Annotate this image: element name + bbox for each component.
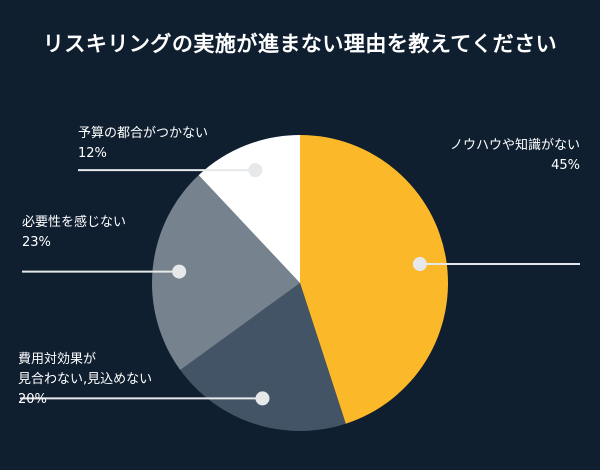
- slice-label-cost-effect: 費用対効果が 見合わない,見込めない 20%: [18, 350, 152, 410]
- chart-title: リスキリングの実施が進まない理由を教えてください: [42, 32, 558, 56]
- slice-name-necessity: 必要性を感じない: [22, 215, 127, 230]
- slice-label-necessity: 必要性を感じない 23%: [22, 213, 126, 253]
- pie-slice-know-how: [300, 135, 449, 424]
- slice-value-necessity: 23%: [22, 235, 51, 250]
- pie-slice-cost-effect: [180, 283, 346, 431]
- slice-name-cost-effect-line1: 費用対効果が: [18, 352, 97, 367]
- slice-value-know-how: 45%: [551, 158, 580, 173]
- leader-dot-know-how: [412, 257, 427, 272]
- slice-value-budget: 12%: [78, 146, 107, 161]
- slice-label-budget: 予算の都合がつかない 12%: [78, 124, 208, 164]
- leader-dot-budget: [248, 163, 263, 178]
- leader-dot-cost-effect: [255, 391, 270, 406]
- pie-slice-budget: [198, 135, 300, 283]
- slice-name-budget: 予算の都合がつかない: [78, 126, 209, 141]
- slice-label-know-how: ノウハウや知識がない 45%: [400, 136, 580, 176]
- slice-name-know-how: ノウハウや知識がない: [449, 138, 580, 153]
- slice-name-cost-effect-line2: 見合わない,見込めない: [18, 372, 153, 387]
- leader-dot-necessity: [172, 264, 187, 279]
- pie-slice-necessity: [152, 175, 300, 370]
- slice-value-cost-effect: 20%: [18, 392, 47, 407]
